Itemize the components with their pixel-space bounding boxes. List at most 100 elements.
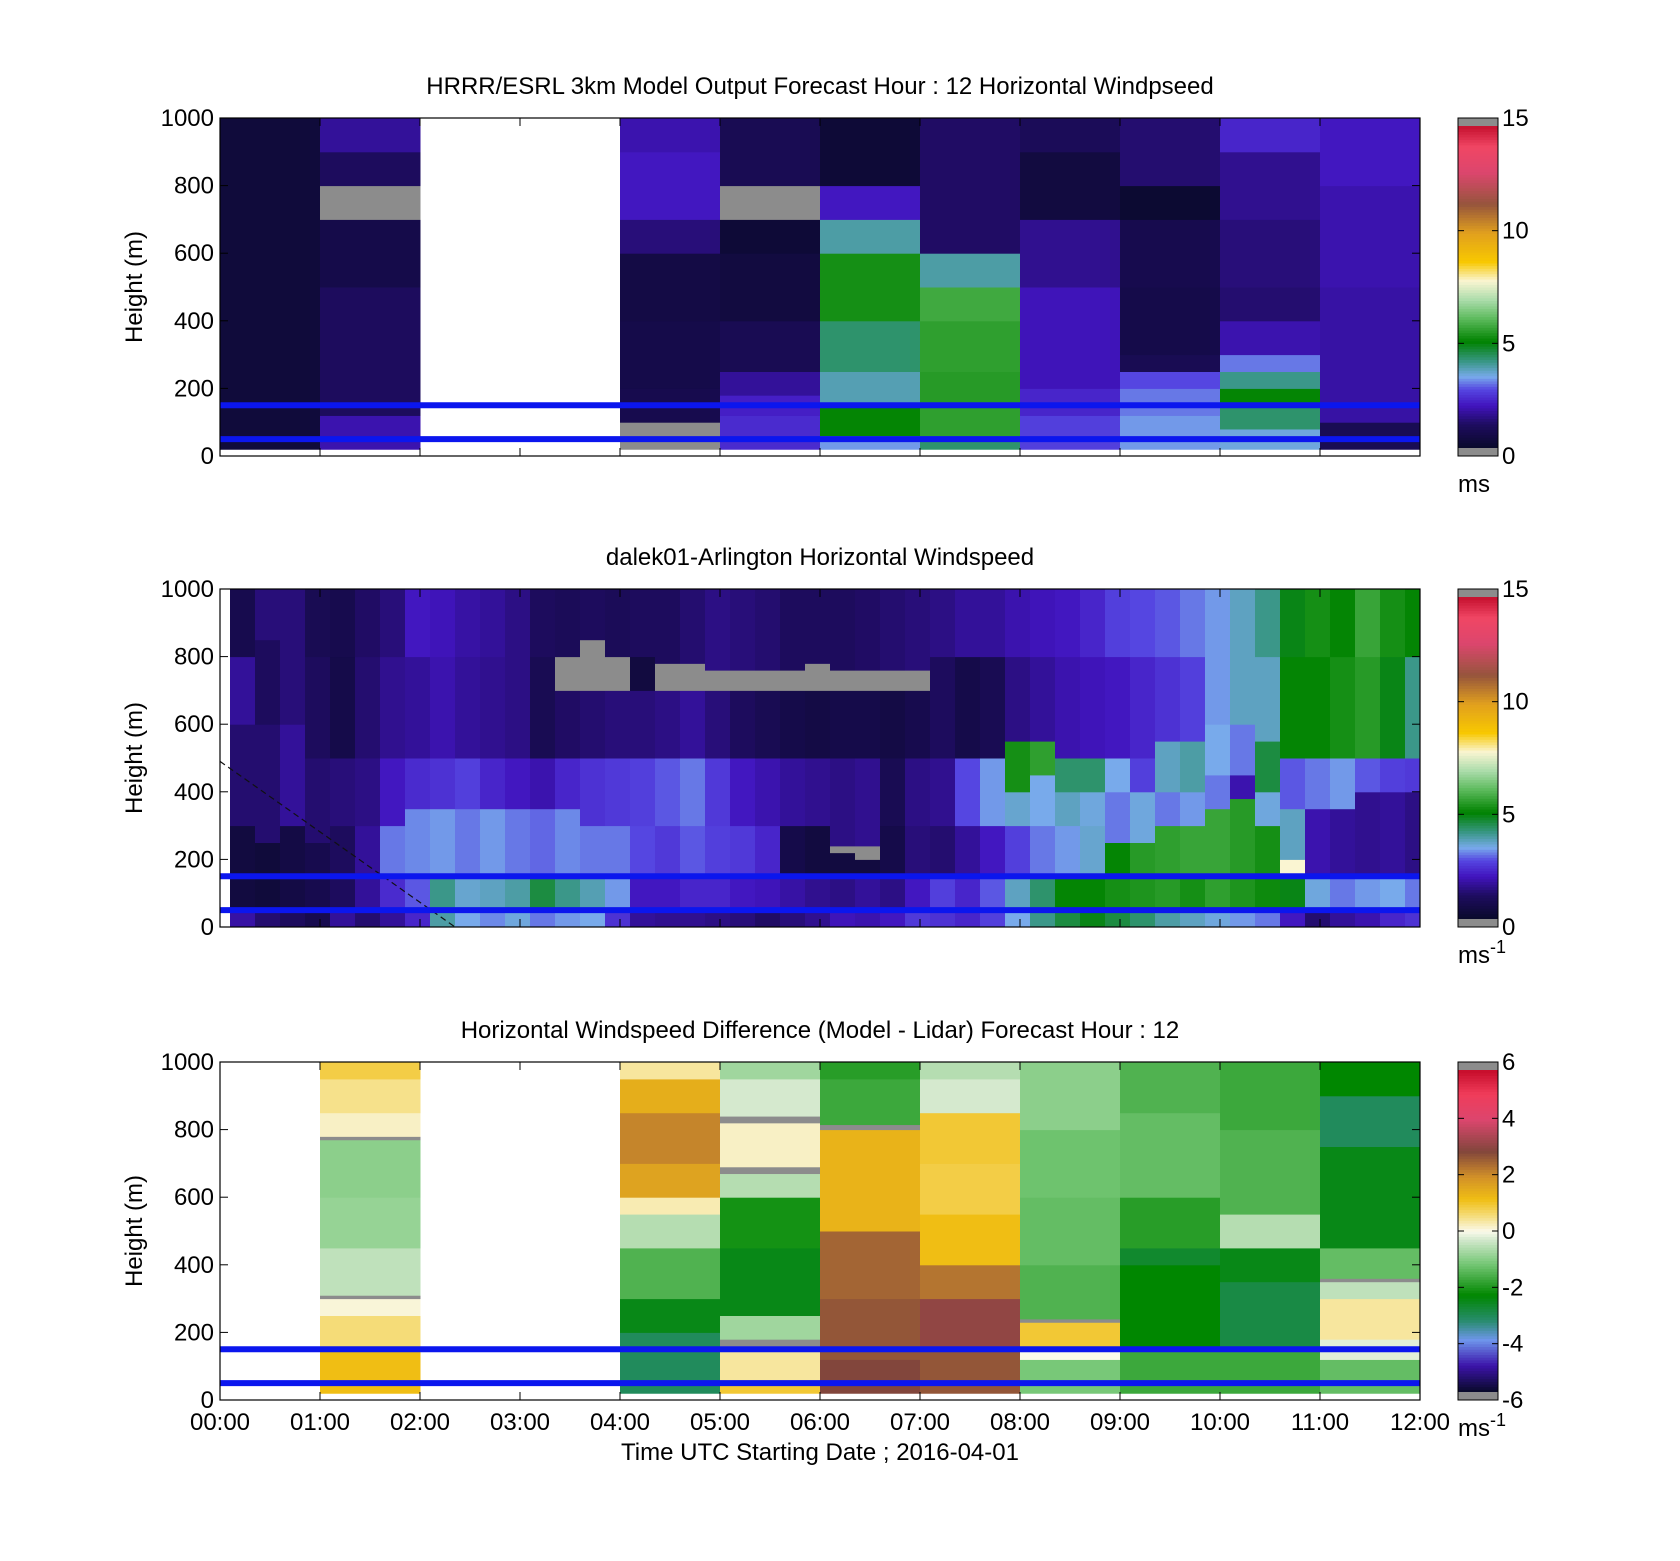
colorbar-swatch-40 bbox=[1458, 808, 1498, 813]
heatmap-cell-c39-s0 bbox=[1205, 910, 1231, 928]
heatmap-cell-c47-s2 bbox=[1405, 791, 1421, 877]
heatmap-cell-c5-s4 bbox=[820, 1124, 921, 1131]
colorbar-swatch-25 bbox=[1458, 849, 1498, 853]
heatmap-cell-c6-s6 bbox=[920, 1078, 1021, 1114]
heatmap-cell-c4-s9 bbox=[720, 1116, 821, 1124]
colorbar-tick-label-1: 5 bbox=[1502, 801, 1515, 828]
heatmap-cell-c22-s6 bbox=[780, 589, 806, 671]
colorbar-swatch-71 bbox=[1458, 254, 1498, 259]
colorbar-swatch-57 bbox=[1458, 1236, 1498, 1240]
colorbar-swatch-76 bbox=[1458, 241, 1498, 245]
x-tick-label-4: 04:00 bbox=[590, 1409, 650, 1436]
colorbar-swatch-99 bbox=[1458, 650, 1498, 654]
heatmap-cell-c29-s1 bbox=[955, 876, 981, 911]
colorbar-swatch-32 bbox=[1458, 1303, 1498, 1307]
colorbar-unit-text: ms bbox=[1458, 942, 1490, 969]
heatmap-cell-c34-s2 bbox=[1080, 825, 1106, 877]
heatmap-cell-c15-s2 bbox=[605, 825, 631, 877]
heatmap-cell-c16-s3 bbox=[630, 758, 656, 827]
colorbar-swatch-66 bbox=[1458, 268, 1498, 272]
heatmap-cell-c41-s2 bbox=[1255, 825, 1281, 877]
colorbar-swatch-88 bbox=[1458, 1153, 1498, 1157]
heatmap-cell-c13-s5 bbox=[555, 656, 581, 691]
heatmap-cell-c4-s4 bbox=[330, 589, 356, 658]
heatmap-cell-c38-s6 bbox=[1180, 589, 1206, 658]
heatmap-cell-c8-s5 bbox=[1120, 219, 1221, 288]
heatmap-cell-c6-s6 bbox=[920, 118, 1021, 254]
colorbar-swatch-15 bbox=[1458, 1349, 1498, 1353]
colorbar-swatch-99 bbox=[1458, 179, 1498, 183]
colorbar-swatch-94 bbox=[1458, 664, 1498, 668]
heatmap-cell-c9-s2 bbox=[455, 808, 481, 877]
colorbar-swatch-5 bbox=[1458, 902, 1498, 907]
colorbar-swatch-75 bbox=[1458, 244, 1498, 248]
heatmap-cell-c33-s2 bbox=[1055, 825, 1081, 877]
colorbar-swatch-3 bbox=[1458, 437, 1498, 441]
colorbar-swatch-55 bbox=[1458, 297, 1498, 302]
heatmap-cell-c8-s0 bbox=[1120, 1349, 1221, 1394]
heatmap-cell-c13-s4 bbox=[555, 690, 581, 759]
colorbar-swatch-17 bbox=[1458, 870, 1498, 874]
heatmap-cell-c10-s0 bbox=[480, 910, 506, 928]
colorbar-nodata-top bbox=[1458, 589, 1498, 597]
colorbar-swatch-38 bbox=[1458, 343, 1498, 347]
colorbar-swatch-19 bbox=[1458, 1338, 1498, 1342]
heatmap-cell-c7-s2 bbox=[1020, 1322, 1121, 1350]
heatmap-cell-c38-s3 bbox=[1180, 791, 1206, 827]
colorbar-swatch-20 bbox=[1458, 862, 1498, 866]
heatmap-cell-c8-s4 bbox=[430, 656, 456, 759]
heatmap-cell-c4-s5 bbox=[720, 1197, 821, 1249]
heatmap-cell-c40-s1 bbox=[1230, 876, 1256, 911]
colorbar-swatch-105 bbox=[1458, 163, 1498, 167]
heatmap-cell-c17-s3 bbox=[655, 758, 681, 827]
colorbar-swatch-74 bbox=[1458, 717, 1498, 722]
heatmap-cell-c42-s0 bbox=[1280, 910, 1306, 928]
colorbar-swatch-22 bbox=[1458, 1330, 1498, 1334]
y-tick-label-4: 800 bbox=[174, 173, 214, 200]
heatmap-cell-c9-s1 bbox=[1220, 1281, 1321, 1350]
colorbar-swatch-119 bbox=[1458, 597, 1498, 601]
heatmap-cell-c1-s3 bbox=[320, 1295, 421, 1300]
colorbar-swatch-17 bbox=[1458, 1343, 1498, 1347]
heatmap-cell-c37-s5 bbox=[1155, 656, 1181, 742]
colorbar-swatch-14 bbox=[1458, 1351, 1498, 1356]
heatmap-cell-c1-s0 bbox=[320, 415, 421, 450]
heatmap-cell-c33-s4 bbox=[1055, 758, 1081, 793]
heatmap-cell-c18-s0 bbox=[680, 910, 706, 928]
heatmap-cell-c26-s3 bbox=[880, 758, 906, 827]
heatmap-cell-c44-s5 bbox=[1330, 589, 1356, 658]
heatmap-cell-c9-s4 bbox=[1220, 1129, 1321, 1215]
colorbar-swatch-79 bbox=[1458, 1177, 1498, 1181]
heatmap-cell-c35-s0 bbox=[1105, 910, 1131, 928]
colorbar-swatch-36 bbox=[1458, 1292, 1498, 1296]
x-tick-label-7: 07:00 bbox=[890, 1409, 950, 1436]
heatmap-cell-c21-s5 bbox=[755, 670, 781, 691]
colorbar-swatch-80 bbox=[1458, 701, 1498, 705]
colorbar-swatch-105 bbox=[1458, 634, 1498, 638]
colorbar-swatch-85 bbox=[1458, 688, 1498, 692]
colorbar-swatch-49 bbox=[1458, 784, 1498, 789]
colorbar-swatch-100 bbox=[1458, 1120, 1498, 1125]
heatmap-cell-c19-s3 bbox=[705, 758, 731, 827]
heatmap-cell-c17-s6 bbox=[655, 589, 681, 664]
colorbar-swatch-83 bbox=[1458, 222, 1498, 226]
colorbar-swatch-2 bbox=[1458, 439, 1498, 444]
colorbar-swatch-98 bbox=[1458, 1126, 1498, 1130]
heatmap-cell-c1-s5 bbox=[320, 118, 421, 153]
heatmap-cell-c21-s6 bbox=[755, 589, 781, 671]
colorbar-swatch-40 bbox=[1458, 337, 1498, 342]
colorbar-swatch-24 bbox=[1458, 1324, 1498, 1329]
heatmap-cell-c13-s3 bbox=[555, 758, 581, 810]
heatmap-cell-c10-s4 bbox=[480, 656, 506, 759]
colorbar-nodata-bottom bbox=[1458, 1392, 1498, 1400]
colorbar-swatch-6 bbox=[1458, 429, 1498, 433]
heatmap-cell-c9-s3 bbox=[455, 758, 481, 810]
colorbar-swatch-37 bbox=[1458, 1290, 1498, 1294]
heatmap-cell-c43-s3 bbox=[1305, 758, 1331, 810]
heatmap-cell-c6-s3 bbox=[920, 1214, 1021, 1266]
heatmap-cell-c43-s4 bbox=[1305, 656, 1331, 759]
colorbar-swatch-76 bbox=[1458, 712, 1498, 716]
heatmap-cell-c26-s6 bbox=[880, 589, 906, 671]
heatmap-cell-c6-s2 bbox=[920, 371, 1021, 406]
